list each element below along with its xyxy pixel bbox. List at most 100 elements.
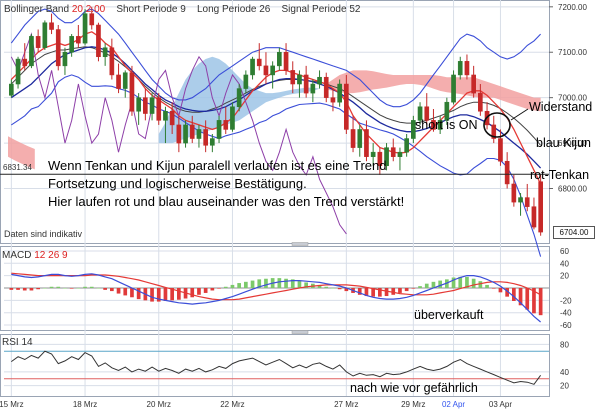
disclaimer-note: Daten sind indikativ xyxy=(4,229,83,239)
annotation-main-line3: Hier laufen rot und blau auseinander was… xyxy=(48,194,405,209)
macd-histogram-bar xyxy=(217,288,221,289)
macd-histogram-bar xyxy=(197,288,201,295)
macd-histogram-bar xyxy=(136,288,141,300)
candle-up xyxy=(15,58,21,85)
x-tick-label: 18 Mrz xyxy=(73,400,97,409)
candle-down xyxy=(323,76,329,98)
macd-histogram-bar xyxy=(123,288,128,296)
candle-down xyxy=(377,151,383,167)
macd-histogram-bar xyxy=(498,288,503,293)
candle-up xyxy=(210,138,215,146)
candle-down xyxy=(350,129,356,148)
candle-up xyxy=(216,120,222,139)
macd-histogram-bar xyxy=(89,286,94,288)
macd-histogram-bar xyxy=(110,288,114,292)
macd-histogram-bar xyxy=(424,283,429,288)
macd-histogram-bar xyxy=(378,288,382,297)
grid-layer xyxy=(0,0,550,397)
macd-histogram-bar xyxy=(150,288,154,302)
macd-histogram-bar xyxy=(116,288,121,294)
chikou-line xyxy=(10,32,347,235)
rsi-legend: RSI 14 xyxy=(2,337,33,348)
candle-up xyxy=(310,83,316,94)
macd-histogram-bar xyxy=(210,288,215,291)
panel-frame xyxy=(0,246,550,331)
macd-histogram-bar xyxy=(538,288,543,316)
macd-legend-label: MACD xyxy=(2,250,32,261)
macd-histogram-bar xyxy=(471,278,476,288)
macd-line xyxy=(11,273,541,323)
candle-down xyxy=(256,58,262,67)
candle-down xyxy=(478,92,483,112)
macd-tick-label: 20 xyxy=(560,272,569,281)
annotation-ueberverkauft: überverkauft xyxy=(414,308,484,322)
macd-histogram-bar xyxy=(264,278,268,288)
macd-legend-params: 12 26 9 xyxy=(34,250,68,261)
candle-up xyxy=(149,97,155,114)
macd-layer xyxy=(9,272,543,323)
candle-up xyxy=(444,101,450,121)
candle-down xyxy=(303,74,309,94)
macd-histogram-bar xyxy=(438,280,442,288)
macd-histogram-bar xyxy=(505,288,509,297)
price-tick-label: 7000.00 xyxy=(558,94,587,103)
annotation-rot-tenkan: rot-Tenkan xyxy=(530,168,590,182)
macd-histogram-bar xyxy=(512,288,516,301)
candle-down xyxy=(498,138,503,162)
highlight-circle xyxy=(483,112,511,138)
candle-up xyxy=(277,51,282,67)
candle-down xyxy=(189,124,195,139)
axes-layer: 7200.00 7100.00 7000.00 6900.00 6800.00 60 40 2… xyxy=(0,3,587,409)
macd-histogram-bar xyxy=(257,279,262,288)
candle-down xyxy=(143,97,148,114)
macd-histogram-bar xyxy=(244,281,248,288)
candle-up xyxy=(136,97,141,112)
price-tick-label: 7200.00 xyxy=(558,3,587,12)
macd-histogram-bar xyxy=(130,288,134,298)
candle-up xyxy=(297,74,302,85)
x-tick-label: 22 Mrz xyxy=(220,400,244,409)
candle-up xyxy=(29,36,34,67)
macd-histogram-bar xyxy=(9,288,14,290)
candle-down xyxy=(531,206,537,228)
macd-histogram-bar xyxy=(478,281,483,288)
macd-histogram-bar xyxy=(384,288,389,297)
macd-histogram-bar xyxy=(76,288,81,289)
macd-histogram-bar xyxy=(63,288,67,289)
indicator-lines-layer xyxy=(10,8,542,257)
candle-down xyxy=(504,160,510,185)
candle-down xyxy=(35,36,41,48)
macd-histogram-bar xyxy=(29,288,34,291)
macd-histogram-bar xyxy=(237,283,241,288)
candle-down xyxy=(364,129,369,157)
candle-up xyxy=(317,76,322,85)
macd-histogram-bar xyxy=(22,288,27,291)
macd-histogram-bar xyxy=(398,288,402,293)
legend-short-value: 9 xyxy=(180,4,186,15)
x-tick-label: 03 Apr xyxy=(489,400,512,409)
macd-histogram-bar xyxy=(43,288,47,289)
legend-bollinger-params: 20 2.00 xyxy=(71,4,106,15)
macd-histogram-bar xyxy=(297,280,302,288)
legend-row: Bollinger Band 20 2.00 Short Periode 9 L… xyxy=(4,4,360,15)
candle-up xyxy=(236,88,242,107)
annotation-main-line2: Fortsetzung und logischerweise Bestätigu… xyxy=(48,176,307,191)
candle-up xyxy=(397,151,403,157)
macd-histogram-bar xyxy=(290,279,295,288)
candle-down xyxy=(116,74,121,89)
candle-down xyxy=(471,74,476,94)
legend-signal-label: Signal Periode xyxy=(281,4,347,15)
candle-up xyxy=(9,83,14,96)
candle-down xyxy=(424,106,430,121)
macd-histogram-bar xyxy=(36,288,40,290)
macd-histogram-bar xyxy=(491,288,496,289)
candle-up xyxy=(437,120,443,130)
candle-up xyxy=(270,65,275,76)
macd-histogram-bar xyxy=(451,277,456,288)
macd-tick-label: -20 xyxy=(560,296,572,305)
macd-histogram-bar xyxy=(203,288,208,293)
candle-down xyxy=(538,181,543,233)
macd-histogram-bar xyxy=(223,286,228,288)
panel-resize-handle xyxy=(291,242,309,246)
